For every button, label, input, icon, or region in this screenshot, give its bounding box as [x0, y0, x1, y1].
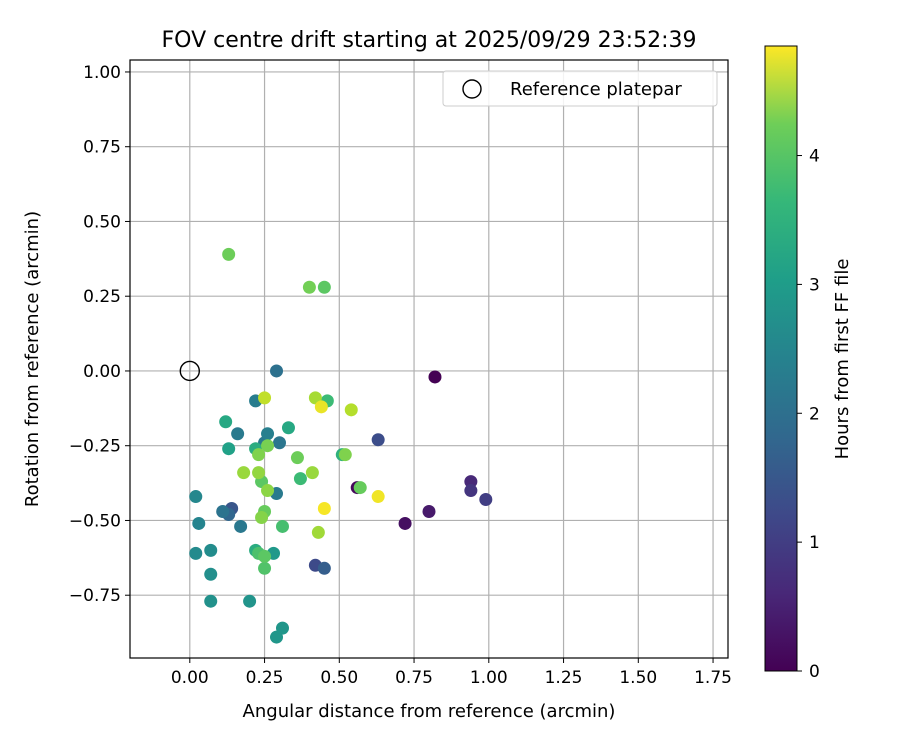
scatter-point: [290, 451, 304, 465]
scatter-point: [317, 502, 331, 515]
scatter-point: [302, 280, 316, 294]
scatter-point: [338, 448, 352, 462]
scatter-point: [428, 370, 442, 384]
scatter-point: [398, 516, 412, 530]
scatter-point: [255, 510, 269, 524]
scatter-point: [222, 442, 236, 456]
scatter-point: [371, 490, 385, 504]
scatter-point: [273, 436, 286, 450]
scatter-point: [344, 403, 358, 417]
scatter-point: [479, 493, 493, 507]
scatter-point: [422, 504, 436, 518]
scatter-point: [371, 433, 385, 447]
scatter-point: [261, 484, 275, 498]
y-axis-label: Rotation from reference (arcmin): [22, 211, 43, 507]
scatter-point: [234, 519, 248, 533]
x-tick-label: 0.50: [320, 668, 358, 688]
scatter-point: [270, 364, 284, 378]
scatter-point: [261, 439, 275, 453]
scatter-point: [204, 594, 218, 608]
axis-ticks: 0.00 0.25 0.50 0.75 1.00 1.25 1.50 1.75 1.00 0.75…: [69, 63, 732, 688]
scatter-point: [204, 543, 218, 557]
data-points: [189, 247, 493, 644]
scatter-point: [311, 525, 325, 539]
y-tick-label: −0.50: [69, 511, 121, 531]
scatter-point: [231, 427, 245, 441]
scatter-point: [258, 561, 272, 575]
colorbar: 0 1 2 3 4 Hours from first FF file: [764, 45, 853, 682]
scatter-point: [243, 594, 257, 608]
scatter-point: [219, 415, 233, 429]
scatter-point: [189, 490, 203, 504]
x-tick-label: 1.25: [545, 668, 583, 688]
x-tick-label: 0.25: [246, 668, 284, 688]
grid: [130, 60, 728, 658]
colorbar-tick-label: 2: [809, 404, 820, 424]
colorbar-tick-label: 0: [809, 662, 820, 682]
legend-box: [442, 70, 718, 107]
chart-title: FOV centre drift starting at 2025/09/29 …: [162, 28, 697, 53]
x-axis-label: Angular distance from reference (arcmin): [243, 701, 616, 722]
scatter-point: [261, 427, 275, 441]
plot-frame: [129, 59, 729, 659]
colorbar-label: Hours from first FF file: [832, 259, 853, 460]
reference-marker-layer: [179, 360, 201, 382]
colorbar-gradient: [764, 45, 798, 672]
y-tick-label: 0.50: [83, 212, 121, 232]
y-tick-label: 1.00: [83, 63, 121, 83]
scatter-point: [192, 516, 206, 530]
x-tick-label: 1.50: [619, 668, 657, 688]
scatter-point: [275, 621, 289, 635]
scatter-point: [305, 466, 319, 480]
y-tick-label: −0.25: [69, 437, 121, 457]
y-tick-label: −0.75: [69, 586, 121, 606]
legend: Reference platepar: [442, 70, 718, 107]
scatter-point: [353, 481, 367, 495]
x-tick-label: 1.00: [470, 668, 508, 688]
scatter-point: [317, 280, 331, 294]
scatter-point: [275, 519, 289, 533]
scatter-point: [258, 549, 272, 563]
scatter-point: [216, 504, 230, 518]
colorbar-tick-label: 1: [809, 533, 820, 553]
y-tick-label: 0.75: [83, 138, 121, 158]
scatter-point: [252, 448, 266, 462]
scatter-point: [464, 475, 478, 489]
y-tick-label: 0.00: [83, 362, 121, 382]
scatter-point: [222, 247, 236, 261]
legend-reference-marker: [462, 79, 482, 99]
x-tick-label: 1.75: [694, 668, 732, 688]
x-tick-label: 0.00: [171, 668, 209, 688]
scatter-point: [252, 466, 266, 480]
colorbar-ticks: 0 1 2 3 4: [797, 147, 820, 682]
scatter-point: [237, 466, 251, 480]
colorbar-tick-label: 4: [809, 147, 820, 167]
scatter-point: [281, 421, 295, 435]
colorbar-tick-label: 3: [809, 275, 820, 295]
reference-platepar-marker: [179, 360, 201, 382]
scatter-point: [189, 546, 203, 560]
scatter-point: [464, 484, 478, 498]
scatter-point: [317, 561, 331, 575]
scatter-point: [293, 472, 307, 486]
scatter-point: [314, 400, 328, 414]
x-tick-label: 0.75: [395, 668, 433, 688]
scatter-point: [204, 567, 218, 581]
legend-label: Reference platepar: [510, 79, 682, 100]
y-tick-label: 0.25: [83, 287, 121, 307]
scatter-point: [258, 391, 272, 405]
